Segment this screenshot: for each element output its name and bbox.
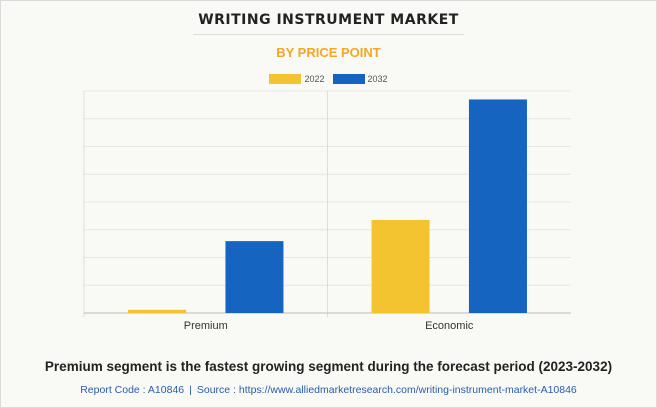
title-underline <box>193 34 464 35</box>
bar-premium-2032 <box>225 241 284 313</box>
x-tick-label: Premium <box>184 320 228 332</box>
legend: 2022 2032 <box>0 72 657 86</box>
legend-item-2032: 2032 <box>332 74 388 84</box>
source-line: Report Code : A10846 | Source : https://ww… <box>0 384 657 396</box>
report-code: Report Code : A10846 <box>80 384 185 396</box>
source-separator: | <box>189 384 192 396</box>
legend-label-2022: 2022 <box>304 74 325 84</box>
chart-caption: Premium segment is the fastest growing s… <box>44 359 613 374</box>
bar-economic-2022 <box>371 219 430 313</box>
legend-label-2032: 2032 <box>367 74 388 84</box>
legend-swatch-2022 <box>269 74 302 84</box>
x-tick-label: Economic <box>425 320 474 332</box>
chart-subtitle: BY PRICE POINT <box>276 45 381 60</box>
chart-title: WRITING INSTRUMENT MARKET <box>198 12 459 28</box>
legend-item-2022: 2022 <box>269 74 325 84</box>
legend-swatch-2032 <box>332 74 365 84</box>
bar-economic-2032 <box>468 99 527 313</box>
bar-premium-2022 <box>128 309 187 313</box>
source-text: Source : https://www.alliedmarketresearc… <box>196 384 577 396</box>
